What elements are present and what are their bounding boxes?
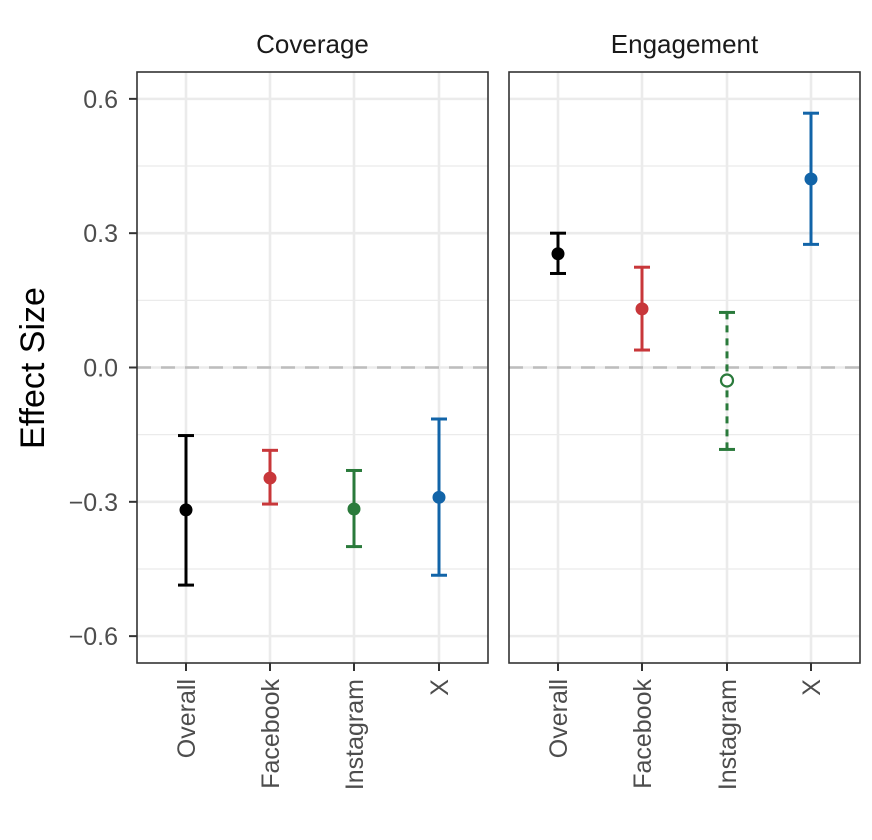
y-tick-label: 0.3 <box>83 220 118 248</box>
x-tick-label: X <box>798 679 826 696</box>
panel-title-1: Engagement <box>611 29 759 59</box>
x-tick-label: Instagram <box>714 679 742 790</box>
point-estimate-facebook <box>263 471 277 485</box>
x-tick-label: Facebook <box>629 679 657 789</box>
y-tick-label: −0.3 <box>69 489 118 517</box>
y-tick-label: 0.6 <box>83 86 118 114</box>
x-tick-label: Overall <box>173 679 201 758</box>
point-estimate-overall <box>179 503 193 517</box>
point-estimate-x <box>804 172 818 186</box>
x-tick-label: Instagram <box>341 679 369 790</box>
x-tick-label: Facebook <box>257 679 285 789</box>
point-estimate-instagram <box>719 373 735 388</box>
y-tick-label: −0.6 <box>69 623 118 651</box>
point-estimate-overall <box>551 247 565 261</box>
panel-border <box>508 71 861 664</box>
point-estimate-facebook <box>635 302 649 316</box>
panel-title-0: Coverage <box>256 29 369 59</box>
x-tick-label: X <box>426 679 454 696</box>
x-tick-label: Overall <box>545 679 573 758</box>
y-axis-title: Effect Size <box>14 287 52 449</box>
point-estimate-x <box>432 490 446 504</box>
y-tick-label: 0.0 <box>83 355 118 383</box>
point-estimate-instagram <box>347 502 361 516</box>
panel-border <box>136 71 489 664</box>
